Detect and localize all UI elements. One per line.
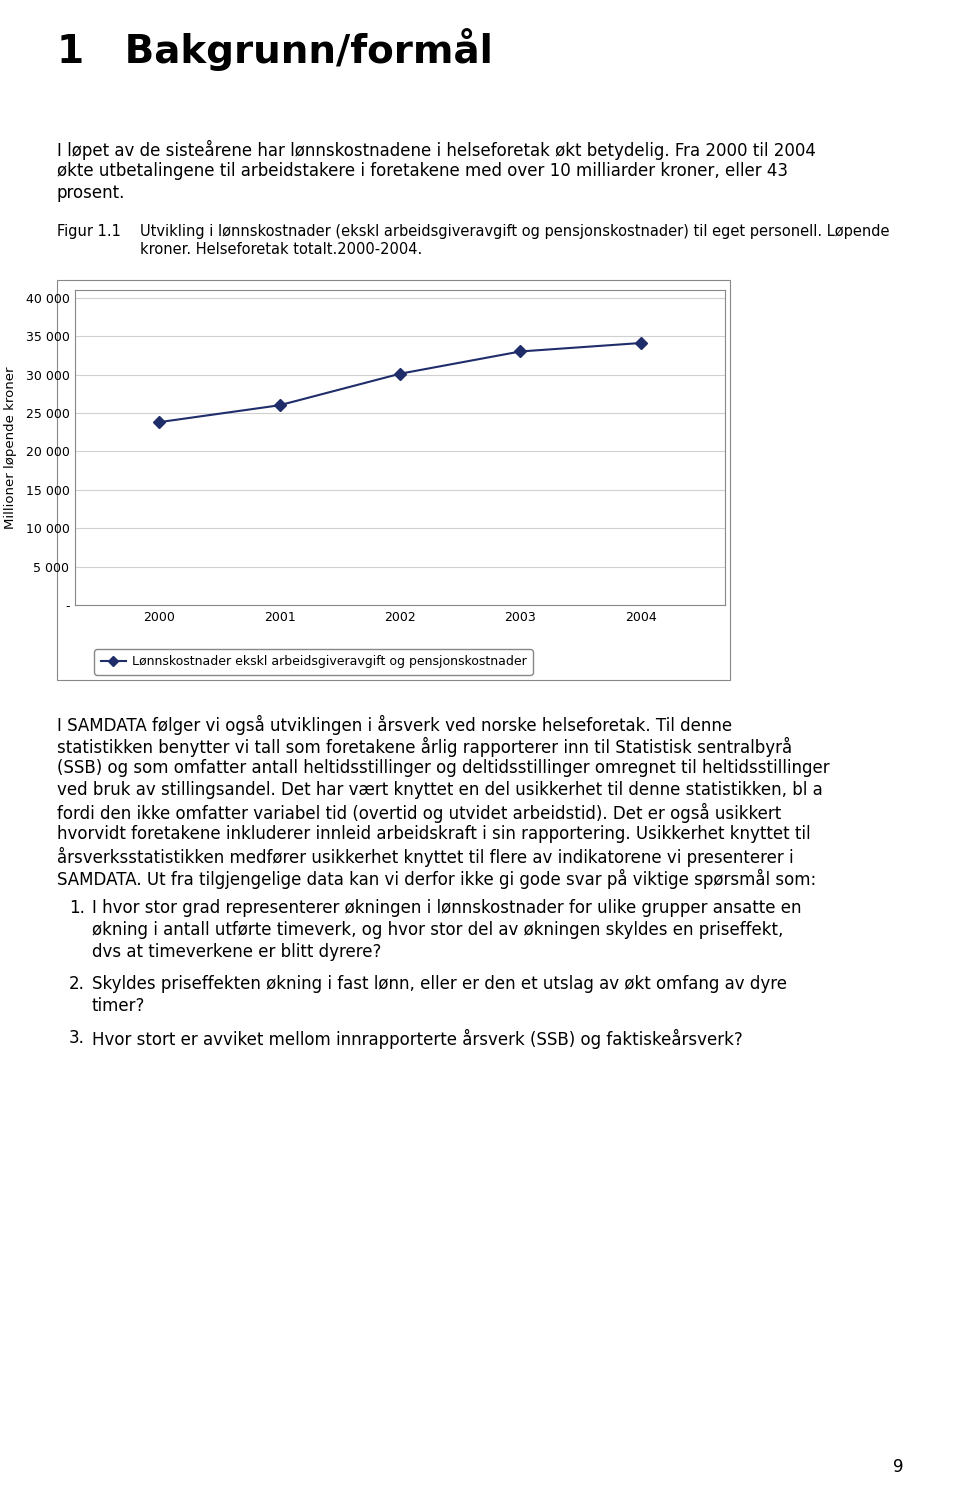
Text: 9: 9 <box>893 1457 903 1475</box>
Text: 1.: 1. <box>69 899 84 917</box>
Text: timer?: timer? <box>92 997 145 1015</box>
Text: I hvor stor grad representerer økningen i lønnskostnader for ulike grupper ansat: I hvor stor grad representerer økningen … <box>92 899 802 917</box>
Text: økning i antall utførte timeverk, og hvor stor del av økningen skyldes en prisef: økning i antall utførte timeverk, og hvo… <box>92 922 783 940</box>
Text: Utvikling i lønnskostnader (ekskl arbeidsgiveravgift og pensjonskostnader) til e: Utvikling i lønnskostnader (ekskl arbeid… <box>140 224 890 239</box>
Text: SAMDATA. Ut fra tilgjengelige data kan vi derfor ikke gi gode svar på viktige sp: SAMDATA. Ut fra tilgjengelige data kan v… <box>57 869 816 889</box>
Legend: Lønnskostnader ekskl arbeidsgiveravgift og pensjonskostnader: Lønnskostnader ekskl arbeidsgiveravgift … <box>94 648 533 674</box>
Text: ved bruk av stillingsandel. Det har vært knyttet en del usikkerhet til denne sta: ved bruk av stillingsandel. Det har vært… <box>57 781 823 799</box>
Text: dvs at timeverkene er blitt dyrere?: dvs at timeverkene er blitt dyrere? <box>92 943 381 961</box>
Text: Skyldes priseffekten økning i fast lønn, eller er den et utslag av økt omfang av: Skyldes priseffekten økning i fast lønn,… <box>92 976 787 994</box>
Text: fordi den ikke omfatter variabel tid (overtid og utvidet arbeidstid). Det er ogs: fordi den ikke omfatter variabel tid (ov… <box>57 803 781 823</box>
Text: prosent.: prosent. <box>57 185 126 203</box>
Text: 3.: 3. <box>69 1030 84 1048</box>
Text: økte utbetalingene til arbeidstakere i foretakene med over 10 milliarder kroner,: økte utbetalingene til arbeidstakere i f… <box>57 162 788 180</box>
Text: (SSB) og som omfatter antall heltidsstillinger og deltidsstillinger omregnet til: (SSB) og som omfatter antall heltidsstil… <box>57 760 829 778</box>
Text: I løpet av de sisteårene har lønnskostnadene i helseforetak økt betydelig. Fra 2: I løpet av de sisteårene har lønnskostna… <box>57 140 816 161</box>
Text: 2.: 2. <box>69 976 84 994</box>
Text: Hvor stort er avviket mellom innrapporterte årsverk (SSB) og faktiskeårsverk?: Hvor stort er avviket mellom innrapporte… <box>92 1030 743 1049</box>
Text: hvorvidt foretakene inkluderer innleid arbeidskraft i sin rapportering. Usikkerh: hvorvidt foretakene inkluderer innleid a… <box>57 826 810 844</box>
Text: årsverksstatistikken medfører usikkerhet knyttet til flere av indikatorene vi pr: årsverksstatistikken medfører usikkerhet… <box>57 847 794 868</box>
Text: kroner. Helseforetak totalt.2000-2004.: kroner. Helseforetak totalt.2000-2004. <box>140 242 422 257</box>
Text: Figur 1.1: Figur 1.1 <box>57 224 121 239</box>
Text: statistikken benytter vi tall som foretakene årlig rapporterer inn til Statistis: statistikken benytter vi tall som foreta… <box>57 737 792 757</box>
Text: 1   Bakgrunn/formål: 1 Bakgrunn/formål <box>57 29 492 71</box>
Y-axis label: Millioner løpende kroner: Millioner løpende kroner <box>4 366 17 528</box>
Text: I SAMDATA følger vi også utviklingen i årsverk ved norske helseforetak. Til denn: I SAMDATA følger vi også utviklingen i å… <box>57 714 732 735</box>
